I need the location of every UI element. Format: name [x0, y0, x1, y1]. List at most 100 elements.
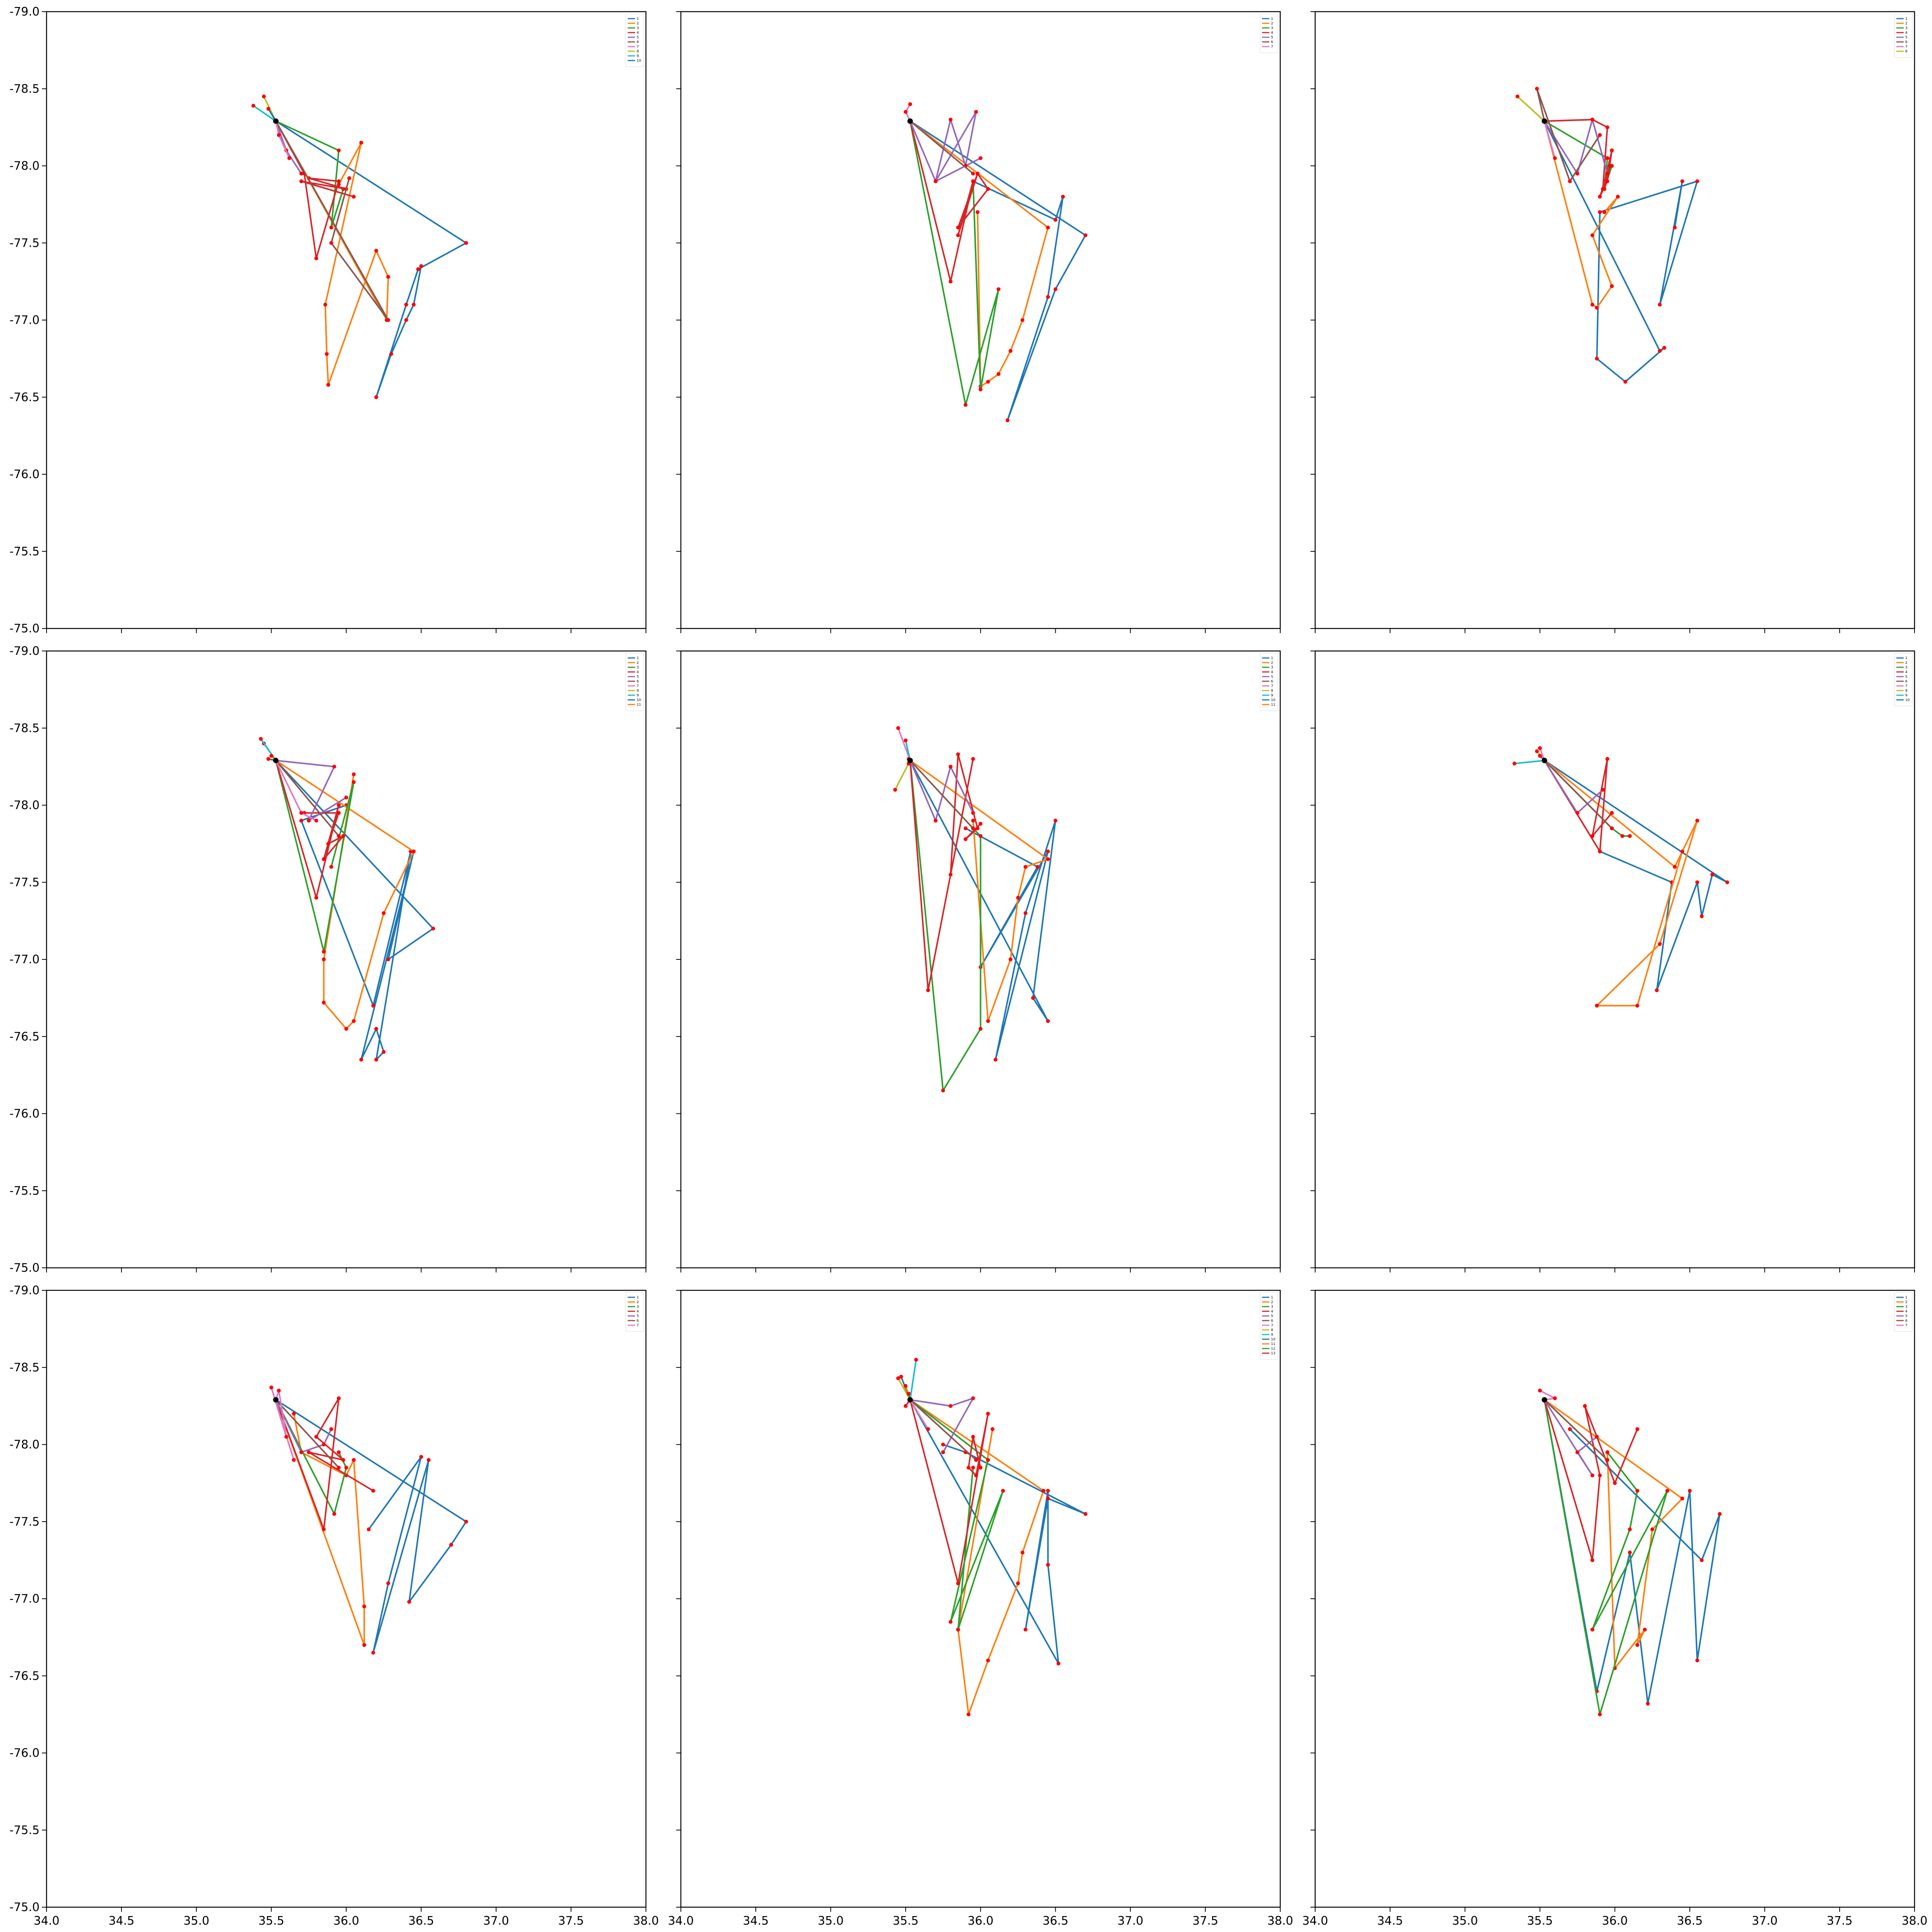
- customer-point: [314, 1435, 319, 1439]
- y-tick-label: -78.0: [9, 1438, 40, 1452]
- legend-label: 8: [1905, 50, 1908, 54]
- route-line-6: [275, 760, 339, 837]
- customer-point: [933, 179, 938, 184]
- legend-label: 2: [637, 1300, 639, 1304]
- customer-point: [1595, 1004, 1599, 1008]
- customer-point: [329, 865, 333, 869]
- legend-label: 9: [637, 54, 639, 58]
- depot-point: [273, 758, 279, 763]
- subplot-9: 34.0 34.5 35.0 35.5 36.0 36.5 37.0 37.5 38.0 1234…: [1302, 1290, 1927, 1928]
- customer-point: [431, 926, 435, 931]
- customer-point: [1655, 988, 1659, 992]
- route-line-5: [910, 1397, 974, 1453]
- subplot-7: 34.0 34.5 35.0 35.5 36.0 36.5 37.0 37.5 38.0 -79.…: [9, 1284, 659, 1928]
- customer-point: [367, 1527, 371, 1532]
- customer-point: [1717, 1512, 1722, 1516]
- customer-point: [322, 950, 326, 954]
- customer-point: [1020, 1550, 1025, 1555]
- route-line-3: [909, 760, 982, 1091]
- route-line-9: [905, 740, 911, 761]
- x-tick-label: 34.0: [668, 1914, 694, 1928]
- customer-point: [1595, 357, 1599, 361]
- customer-point: [1688, 1489, 1692, 1493]
- route-line-5: [909, 760, 974, 822]
- customer-point: [1605, 156, 1610, 160]
- legend-label: 6: [1905, 680, 1908, 684]
- customer-point: [1646, 1702, 1650, 1706]
- route-line-1: [909, 760, 1056, 1061]
- customer-point: [337, 148, 341, 152]
- customer-point: [1700, 914, 1704, 918]
- customer-point: [914, 1357, 918, 1362]
- customer-point: [956, 752, 960, 757]
- customer-point: [1538, 1388, 1542, 1393]
- customer-point: [971, 826, 975, 831]
- route-line-7: [909, 1399, 929, 1430]
- customer-point: [1680, 179, 1684, 184]
- customer-point: [322, 857, 326, 861]
- customer-point: [306, 819, 311, 823]
- customer-point: [1628, 1550, 1632, 1555]
- customer-point: [963, 837, 968, 841]
- customer-point: [1616, 195, 1620, 199]
- customer-point: [996, 287, 1001, 291]
- x-tick-label: 35.0: [1452, 1914, 1478, 1928]
- customer-point: [1023, 911, 1028, 915]
- customer-point: [1623, 380, 1627, 384]
- customer-point: [971, 757, 975, 761]
- customer-point: [407, 1600, 411, 1604]
- x-tick-label: 35.0: [818, 1914, 844, 1928]
- customer-point: [949, 1404, 953, 1408]
- customer-point: [904, 1384, 908, 1388]
- plot-frame: [46, 11, 647, 629]
- customer-point: [344, 1466, 348, 1470]
- customer-point: [1046, 295, 1050, 299]
- customer-point: [1053, 287, 1058, 291]
- customer-point: [975, 826, 980, 831]
- legend-label: 9: [637, 694, 639, 698]
- customer-point: [1598, 133, 1602, 137]
- legend-label: 2: [1905, 1300, 1908, 1304]
- plot-frame: [46, 1290, 647, 1908]
- y-tick-label: -78.0: [9, 159, 40, 173]
- legend-label: 4: [637, 1310, 639, 1314]
- customer-point: [1046, 849, 1050, 853]
- legend-label: 5: [1905, 1314, 1908, 1318]
- customer-point: [975, 171, 980, 176]
- customer-point: [306, 1450, 311, 1454]
- y-tick-label: -76.0: [9, 468, 40, 481]
- depot-point: [273, 118, 279, 124]
- customer-point: [386, 275, 390, 279]
- plot-frame: [1314, 650, 1915, 1269]
- legend-label: 8: [1905, 689, 1908, 693]
- customer-point: [325, 352, 329, 356]
- customer-point: [1635, 1004, 1639, 1008]
- customer-point: [382, 911, 386, 915]
- customer-point: [1046, 857, 1050, 861]
- depot-point: [907, 1397, 913, 1403]
- legend-label: 5: [1271, 675, 1273, 679]
- route-line-3: [275, 120, 344, 229]
- x-tick-label: 38.0: [1267, 1914, 1293, 1928]
- route-line-6: [1544, 1399, 1608, 1461]
- legend-label: 7: [1271, 684, 1273, 688]
- depot-point: [1541, 118, 1547, 124]
- customer-point: [314, 256, 319, 260]
- customer-point: [314, 819, 319, 823]
- y-tick-label: -75.5: [9, 1184, 40, 1198]
- customer-point: [974, 1473, 978, 1477]
- customer-point: [933, 819, 938, 823]
- customer-point: [1006, 418, 1010, 422]
- customer-point: [1613, 1481, 1617, 1485]
- customer-point: [344, 795, 348, 800]
- customer-point: [974, 1458, 978, 1462]
- customer-point: [322, 1001, 326, 1005]
- customer-point: [949, 765, 953, 769]
- customer-point: [1610, 148, 1614, 152]
- legend-label: 11: [1271, 1342, 1275, 1346]
- customer-point: [1598, 195, 1602, 199]
- customer-point: [1553, 1396, 1557, 1401]
- customer-point: [351, 195, 356, 199]
